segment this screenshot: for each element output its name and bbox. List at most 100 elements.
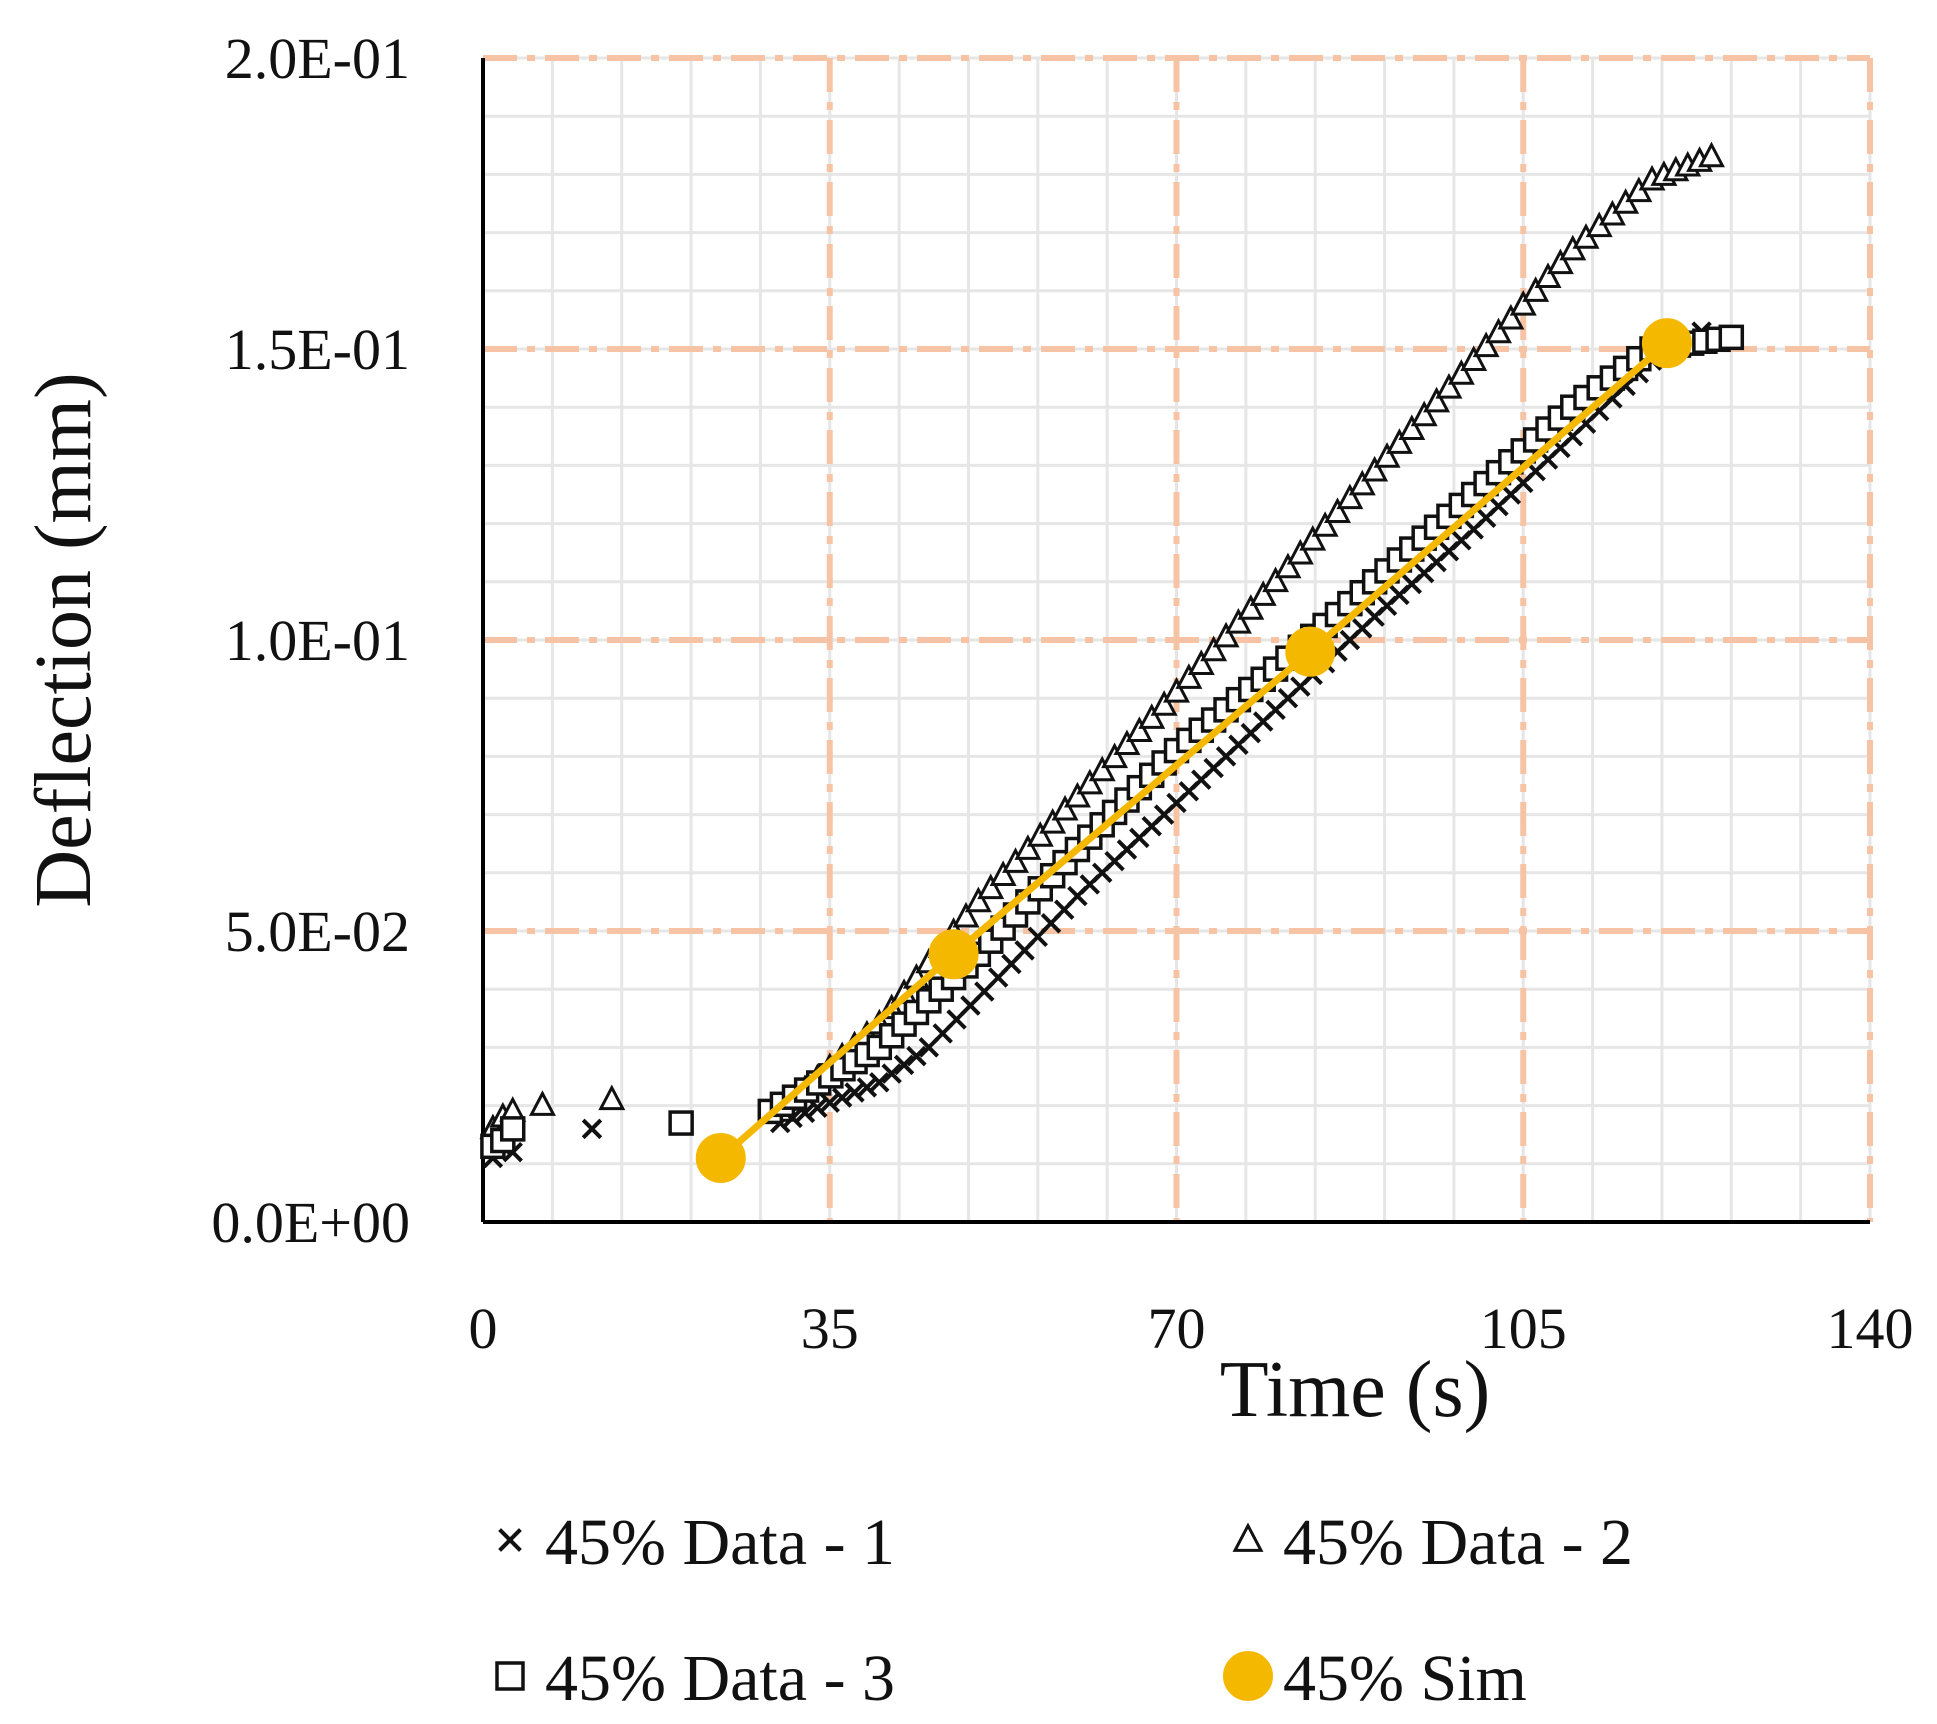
y-tick-label: 5.0E-02 [225, 899, 410, 964]
data-point [881, 1063, 902, 1084]
data-point [989, 860, 1017, 887]
legend-item-3: 45% Data - 3 [495, 1642, 895, 1715]
series-layer [479, 141, 1745, 1183]
data-point [1262, 566, 1290, 593]
data-point [1361, 455, 1389, 482]
legend-item-1: 45% Data - 1 [498, 1506, 895, 1579]
data-point [1125, 716, 1153, 742]
data-point [1113, 729, 1141, 756]
legend-swatch [1223, 1651, 1273, 1701]
sim-point [928, 929, 979, 980]
data-point [1026, 821, 1054, 847]
data-point [499, 1116, 526, 1142]
legend-label: 45% Data - 1 [545, 1506, 895, 1579]
data-point [819, 1092, 840, 1113]
data-point [1410, 400, 1438, 427]
data-point [1163, 677, 1190, 703]
legend-swatch [495, 1661, 525, 1691]
legend-item-2: 45% Data - 2 [1232, 1506, 1633, 1579]
data-point [1447, 359, 1475, 385]
data-point [1718, 324, 1745, 351]
axes [481, 58, 1870, 1224]
sim-point [695, 1132, 746, 1183]
data-point [1435, 372, 1463, 399]
sim-point [1641, 318, 1692, 369]
data-point [1484, 317, 1512, 344]
data-point [1101, 742, 1129, 769]
x-tick-label: 140 [1827, 1296, 1914, 1361]
data-point [1237, 594, 1265, 620]
x-tick-label: 70 [1148, 1296, 1206, 1361]
data-point [893, 1054, 915, 1076]
data-point [1051, 794, 1079, 821]
data-point [844, 1082, 865, 1103]
legend-label: 45% Data - 3 [545, 1642, 895, 1715]
data-point [1274, 552, 1302, 579]
x-tick-label: 35 [801, 1296, 859, 1361]
series-3 [480, 324, 1745, 1160]
data-point [831, 1087, 853, 1108]
legend-swatch [1232, 1522, 1264, 1552]
data-point [1348, 469, 1376, 496]
data-point [1076, 768, 1104, 795]
data-point [1522, 276, 1550, 302]
y-axis-title: Deflection (mm) [20, 372, 108, 907]
x-axis-title: Time (s) [1220, 1346, 1490, 1434]
y-tick-label: 2.0E-01 [225, 26, 410, 91]
data-point [1546, 248, 1574, 275]
data-point [528, 1090, 556, 1116]
data-point [1698, 141, 1725, 168]
y-tick-label: 1.0E-01 [225, 608, 410, 673]
data-point [668, 1110, 694, 1136]
data-point [1063, 781, 1091, 808]
y-tick-labels: 0.0E+00 5.0E-02 1.0E-01 1.5E-01 2.0E-01 [211, 26, 410, 1255]
data-point [1039, 808, 1067, 834]
data-point [952, 901, 980, 928]
data-point [1299, 525, 1327, 551]
data-point [1509, 290, 1537, 316]
data-point [1286, 538, 1314, 565]
data-point [1373, 442, 1401, 468]
data-point [1249, 580, 1277, 606]
data-point [1014, 834, 1042, 860]
data-point [1324, 497, 1351, 523]
sim-line [718, 340, 1670, 1161]
data-point [1385, 428, 1413, 454]
legend-label: 45% Sim [1283, 1642, 1527, 1715]
legend: 45% Data - 1 45% Data - 2 45% Data - 3 45% … [495, 1506, 1633, 1715]
data-point [1200, 635, 1228, 662]
x-tick-labels: 0 35 70 105 140 [469, 1296, 1914, 1361]
data-point [1311, 511, 1339, 537]
legend-item-4: 45% Sim [1223, 1642, 1527, 1715]
data-point [869, 1072, 890, 1093]
x-tick-label: 105 [1480, 1296, 1567, 1361]
legend-label: 45% Data - 2 [1283, 1506, 1633, 1579]
data-point [1150, 690, 1178, 716]
data-point [1460, 345, 1488, 371]
data-point [1002, 847, 1029, 873]
major-grid [483, 55, 1873, 1222]
data-point [977, 873, 1005, 900]
data-point [1336, 483, 1364, 510]
data-point [1187, 649, 1215, 676]
data-point [1138, 703, 1166, 729]
series-4 [695, 318, 1692, 1183]
data-point [964, 886, 992, 913]
data-point [598, 1084, 626, 1111]
sim-point [1285, 626, 1336, 677]
data-point [1088, 755, 1116, 782]
legend-swatch [498, 1528, 522, 1552]
data-point [856, 1077, 878, 1098]
data-point [1175, 663, 1203, 689]
data-point [906, 1045, 927, 1067]
data-point [1497, 303, 1525, 330]
y-tick-label: 1.5E-01 [225, 317, 410, 382]
y-tick-label: 0.0E+00 [211, 1190, 410, 1255]
x-tick-label: 0 [469, 1296, 498, 1361]
data-point [1212, 621, 1240, 648]
data-point [1423, 386, 1451, 413]
data-point [581, 1118, 603, 1140]
data-point [1224, 607, 1252, 634]
data-point [1398, 414, 1426, 441]
